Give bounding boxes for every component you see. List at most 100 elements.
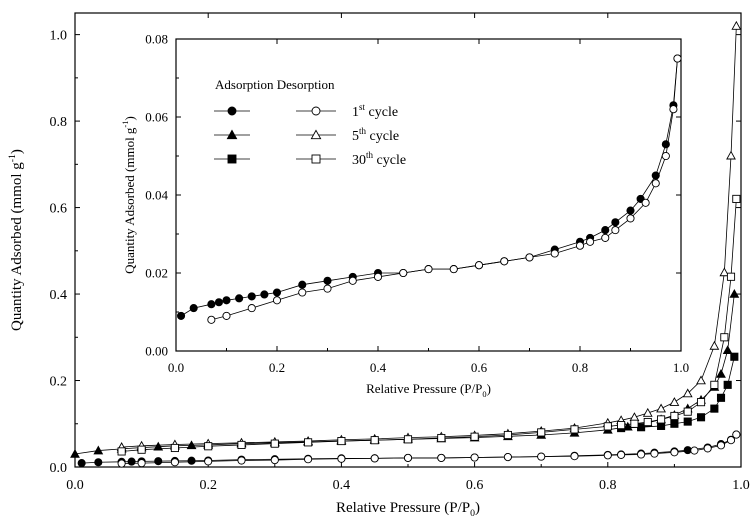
legend-label-superscript: th [359,126,367,136]
main-data-point-square-open [630,419,639,428]
main-data-point-square-open [117,447,126,456]
main-data-point-square-open [710,380,719,389]
inset-y-tick-label: 0.08 [145,32,168,47]
inset-x-axis-label-text: Relative Pressure (P/P [366,381,482,396]
main-data-point-circle-open [370,454,379,463]
main-data-point-circle-open [716,441,726,450]
inset-data-point-circle-open [207,315,216,324]
inset-y-axis-label-end: ) [122,116,137,120]
main-data-point-square-open [670,411,679,421]
main-data-point-circle-open [703,444,712,453]
main-data-point-square-open [643,417,652,427]
main-data-point-circle-open [637,450,646,459]
main-series-line-4 [621,356,735,429]
main-x-tick-label: 0.2 [199,478,217,493]
inset-data-point-circle-open [586,237,595,246]
main-data-point-square-open [270,439,279,448]
main-data-point-square-open [204,442,213,451]
main-data-point-circle-open [503,453,512,462]
main-x-tick-label: 0.8 [599,478,617,493]
inset-data-point-circle-open [641,198,650,207]
main-data-point-square-open [603,422,612,431]
main-data-point-circle-open [670,448,679,457]
main-y-tick-label: 0.2 [50,374,68,389]
inset-y-tick-label: 0.02 [145,266,168,281]
main-data-point-square-open [683,407,692,416]
main-y-tick-label: 0.8 [50,115,68,130]
legend-label: 1st cycle [352,102,398,120]
main-data-point-circle-open [690,446,699,455]
inset-x-tick-label: 1.0 [673,360,689,375]
legend-marker-square-open [311,154,321,164]
main-data-point-circle-open [137,459,146,468]
inset-y-axis-label-superscript: -1 [120,121,130,128]
main-y-axis-label-end: ) [9,149,25,154]
main-data-point-square-filled [637,423,646,432]
main-data-point-square-open [720,333,729,342]
main-data-point-circle-filled [683,446,692,455]
inset-data-point-circle-open [669,105,678,114]
main-data-point-square-open [437,433,446,443]
inset-data-point-circle-filled [176,311,186,320]
main-data-point-triangle-open [731,20,742,30]
inset-data-point-circle-filled [611,218,620,227]
main-data-point-circle-open [732,430,741,439]
inset-data-point-circle-open [399,268,408,278]
inset-data-point-circle-open [525,253,534,262]
main-data-point-circle-open [470,453,479,462]
main-data-point-circle-open [403,453,413,462]
main-data-point-triangle-open [682,388,693,398]
main-data-point-circle-filled [154,457,163,466]
inset-data-point-circle-filled [260,290,269,299]
inset-x-tick-label: 0.8 [572,360,588,375]
main-data-point-circle-open [617,450,626,459]
inset-data-point-circle-open [449,265,458,274]
main-data-point-triangle-filled [153,441,164,451]
main-data-point-square-filled [683,417,692,426]
main-data-point-triangle-open [719,267,730,277]
legend-label: 5th cycle [352,126,399,144]
inset-chart: 0.0 0.2 0.4 0.6 0.8 1.0 0.00 0.02 0.04 0.06 0.08 Re… [120,32,689,399]
main-data-point-circle-open [170,458,179,467]
inset-x-axis-label-subscript: 0 [482,389,486,399]
legend-marker-circle-filled [227,106,237,116]
main-data-point-square-open [696,398,706,407]
legend-marker-triangle-filled [226,129,238,140]
main-data-point-circle-filled [127,457,136,466]
main-y-axis-label-text: Quantity Adsorbed (mmol g [9,162,25,331]
main-data-point-square-open [370,436,379,445]
legend-label: 30th cycle [352,150,406,168]
inset-data-point-circle-open [550,249,559,258]
main-data-point-square-filled [730,352,739,361]
inset-data-point-circle-filled [601,226,610,235]
inset-x-tick-label: 0.6 [471,360,488,375]
main-data-point-square-open [503,430,512,440]
main-data-point-square-open [403,435,413,444]
main-y-axis-label-superscript: -1 [7,154,18,162]
main-data-point-triangle-filled [729,288,740,298]
main-data-point-square-open [137,445,146,454]
inset-data-point-circle-filled [272,288,282,297]
inset-data-point-circle-filled [323,276,332,285]
inset-data-point-circle-filled [189,304,198,313]
main-y-axis-label: Quantity Adsorbed (mmol g-1) [7,149,25,331]
legend-label-number: 1 [352,105,359,120]
main-x-tick-label: 0.4 [333,478,351,493]
legend-label-number: 30 [352,153,366,168]
main-y-tick-label: 0.6 [50,201,68,216]
main-data-point-triangle-open [642,407,653,417]
inset-y-tick-label: 0.04 [145,188,168,203]
inset-data-point-circle-filled [247,292,256,301]
inset-data-point-circle-open [298,288,307,297]
main-data-point-square-filled [710,404,719,413]
inset-y-tick-label: 0.00 [145,344,168,359]
inset-x-axis-label-end: ) [487,381,491,396]
main-data-point-circle-open [117,459,126,468]
legend-label-text: cycle [365,105,398,120]
inset-data-point-circle-open [661,151,670,161]
legend-marker-square-filled [227,154,237,164]
main-data-point-square-open [470,432,479,441]
inset-data-point-circle-open [272,296,282,305]
